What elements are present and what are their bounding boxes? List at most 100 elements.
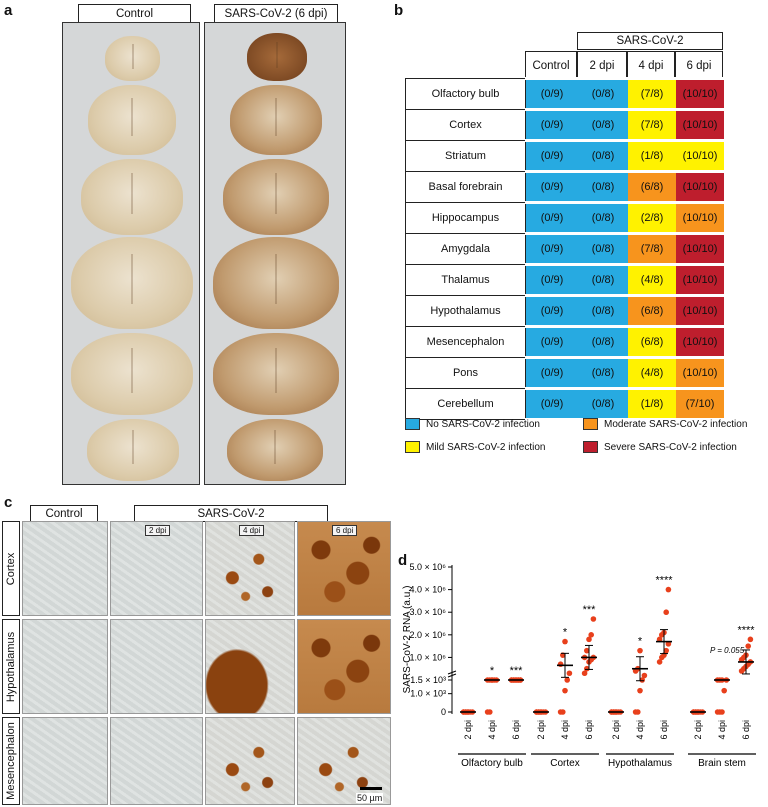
region-label: Pons bbox=[405, 357, 526, 389]
heatmap-cell: (0/9) bbox=[525, 387, 578, 421]
scale-bar bbox=[360, 787, 382, 790]
significance-marker: *** bbox=[510, 665, 524, 677]
brain-slice bbox=[227, 419, 323, 481]
timepoint-badge: 2 dpi bbox=[145, 525, 171, 536]
heatmap-cell: (0/8) bbox=[578, 108, 628, 142]
micrograph-hypothalamus-2dpi bbox=[110, 619, 203, 714]
timepoint-badge: 4 dpi bbox=[239, 525, 265, 536]
heatmap-row: Olfactory bulb (0/9) (0/8) (7/8) (10/10) bbox=[405, 77, 724, 111]
data-point bbox=[564, 677, 570, 683]
y-tick-label: 1.5 × 10³ bbox=[410, 675, 446, 685]
brain-slice bbox=[213, 333, 339, 415]
col-header-2dpi: 2 dpi bbox=[577, 51, 627, 80]
data-point bbox=[566, 670, 573, 677]
y-tick-label: 3.0 × 10⁶ bbox=[410, 607, 447, 617]
data-point bbox=[745, 643, 751, 649]
brain-slice bbox=[87, 419, 179, 481]
data-point bbox=[719, 709, 725, 715]
legend-label: Mild SARS-CoV-2 infection bbox=[426, 441, 546, 453]
heatmap-cell: (0/8) bbox=[578, 263, 628, 297]
heatmap-row: Hypothalamus (0/9) (0/8) (6/8) (10/10) bbox=[405, 294, 724, 328]
x-tick-label: 2 dpi bbox=[536, 720, 546, 740]
heatmap-cell: (10/10) bbox=[676, 170, 724, 204]
row-label-hypothalamus: Hypothalamus bbox=[2, 619, 20, 714]
x-tick-label: 6 dpi bbox=[741, 720, 751, 740]
significance-marker: * bbox=[638, 636, 643, 648]
axis-break bbox=[447, 673, 457, 678]
micrograph-mesencephalon-6dpi: 50 µm bbox=[297, 717, 391, 805]
rna-scatter-chart: 0 1.0 × 10³ 1.5 × 10³ 1.0 × 10⁶ 2.0 × 10⁶ 3.0… bbox=[402, 562, 756, 769]
y-tick-label: 5.0 × 10⁶ bbox=[410, 562, 447, 572]
legend-item: Moderate SARS-CoV-2 infection bbox=[583, 418, 747, 430]
legend-swatch bbox=[405, 441, 420, 453]
panel-c-label: c bbox=[4, 494, 13, 511]
y-tick-label: 1.0 × 10³ bbox=[410, 689, 446, 699]
x-tick-label: 2 dpi bbox=[693, 720, 703, 740]
legend-label: Moderate SARS-CoV-2 infection bbox=[604, 418, 748, 430]
micrograph-hypothalamus-control bbox=[22, 619, 108, 714]
heatmap-cell: (6/8) bbox=[628, 325, 676, 359]
col-header-6dpi: 6 dpi bbox=[675, 51, 723, 80]
region-label: Basal forebrain bbox=[405, 171, 526, 203]
region-label: Mesencephalon bbox=[405, 326, 526, 358]
row-label-mesencephalon: Mesencephalon bbox=[2, 717, 20, 805]
data-point bbox=[639, 677, 645, 683]
heatmap-cell: (10/10) bbox=[676, 201, 724, 235]
brain-slice bbox=[81, 159, 183, 235]
region-label: Cortex bbox=[405, 109, 526, 141]
micrograph-cortex-2dpi: 2 dpi bbox=[110, 521, 203, 616]
brain-slice bbox=[230, 85, 322, 155]
data-point bbox=[663, 647, 669, 654]
micrograph-cortex-control bbox=[22, 521, 108, 616]
heatmap-cell: (2/8) bbox=[628, 201, 676, 235]
data-point bbox=[586, 636, 592, 643]
region-label: Cerebellum bbox=[405, 388, 526, 420]
significance-marker: * bbox=[563, 627, 568, 639]
heatmap-cell: (0/9) bbox=[525, 232, 578, 266]
x-tick-label: 4 dpi bbox=[717, 720, 727, 740]
heatmap-row: Striatum (0/9) (0/8) (1/8) (10/10) bbox=[405, 139, 724, 173]
heatmap-row: Basal forebrain (0/9) (0/8) (6/8) (10/10) bbox=[405, 170, 724, 204]
heatmap-cell: (0/9) bbox=[525, 294, 578, 328]
panel-a-sars-header: SARS-CoV-2 (6 dpi) bbox=[214, 4, 338, 24]
brain-slice bbox=[105, 36, 160, 81]
data-point bbox=[562, 687, 568, 694]
brain-slice bbox=[223, 159, 329, 235]
heatmap-cell: (0/8) bbox=[578, 201, 628, 235]
x-tick-label: 4 dpi bbox=[487, 720, 497, 740]
legend-item: Severe SARS-CoV-2 infection bbox=[583, 441, 737, 453]
panel-c-control-header: Control bbox=[30, 505, 98, 522]
data-point bbox=[590, 616, 597, 622]
heatmap-cell: (4/8) bbox=[628, 356, 676, 390]
heatmap-cell: (10/10) bbox=[676, 108, 724, 142]
heatmap-cell: (10/10) bbox=[676, 139, 724, 173]
micrograph-mesencephalon-control bbox=[22, 717, 108, 805]
heatmap-cell: (7/8) bbox=[628, 108, 676, 142]
x-tick-label: 6 dpi bbox=[584, 720, 594, 740]
heatmap-cell: (0/8) bbox=[578, 387, 628, 421]
heatmap-cell: (7/8) bbox=[628, 77, 676, 111]
y-axis-label: SARS-CoV-2 RNA (a.u.) bbox=[402, 586, 413, 694]
region-label: Thalamus bbox=[405, 264, 526, 296]
x-tick-label: 6 dpi bbox=[511, 720, 521, 740]
brain-slice bbox=[213, 237, 339, 329]
heatmap-cell: (0/9) bbox=[525, 263, 578, 297]
micrograph-cortex-4dpi: 4 dpi bbox=[205, 521, 295, 616]
p-value-annotation: P = 0.055 bbox=[710, 646, 745, 655]
row-label-text: Cortex bbox=[5, 552, 17, 585]
panel-c-sars-header: SARS-CoV-2 bbox=[134, 505, 328, 522]
data-point bbox=[656, 636, 663, 643]
data-point bbox=[635, 709, 641, 715]
legend-item: No SARS-CoV-2 infection bbox=[405, 418, 540, 430]
legend-label: Severe SARS-CoV-2 infection bbox=[604, 441, 737, 453]
region-label: Amygdala bbox=[405, 233, 526, 265]
data-point bbox=[663, 609, 669, 616]
region-label: Hippocampus bbox=[405, 202, 526, 234]
row-label-cortex: Cortex bbox=[2, 521, 20, 616]
legend-label: No SARS-CoV-2 infection bbox=[426, 418, 540, 430]
micrograph-mesencephalon-4dpi bbox=[205, 717, 295, 805]
significance-marker: **** bbox=[737, 624, 755, 636]
x-tick-label: 4 dpi bbox=[635, 720, 645, 740]
data-point bbox=[637, 687, 643, 694]
heatmap-row: Mesencephalon (0/9) (0/8) (6/8) (10/10) bbox=[405, 325, 724, 359]
